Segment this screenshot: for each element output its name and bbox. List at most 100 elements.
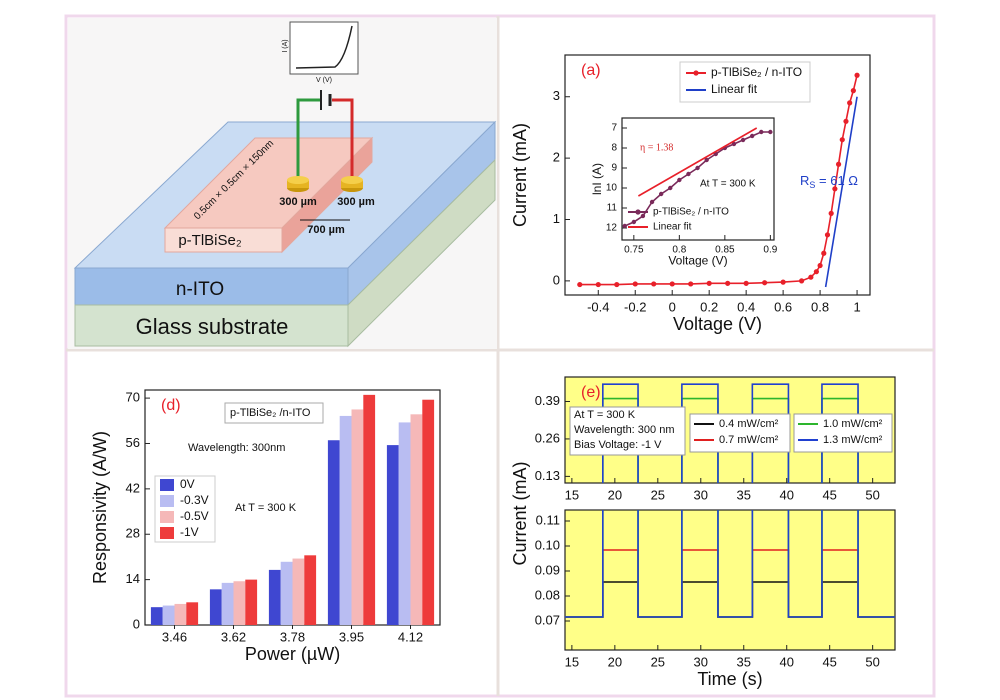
- x-tick-label: 35: [737, 487, 751, 502]
- annotation: At T = 300 K: [700, 179, 756, 190]
- annotation: Bias Voltage: -1 V: [574, 439, 662, 451]
- marker: [669, 281, 675, 287]
- film-label: p-TlBiSe₂: [178, 232, 242, 249]
- marker: [677, 177, 682, 183]
- x-tick-label: 25: [651, 487, 665, 502]
- x-axis-label: Voltage (V): [673, 314, 762, 334]
- x-tick-label: 1: [853, 299, 860, 314]
- iv-xlabel: V (V): [316, 77, 332, 84]
- marker: [808, 274, 814, 280]
- x-tick-label: 3.62: [221, 629, 246, 644]
- legend-label: -0.3V: [180, 493, 209, 507]
- y-tick-label: 1: [553, 211, 560, 226]
- layer-label: n-ITO: [176, 279, 224, 300]
- legend-label: Linear fit: [711, 82, 758, 96]
- marker: [847, 100, 853, 106]
- x-tick-label: 20: [608, 487, 622, 502]
- annotation-box: [569, 406, 686, 456]
- bar: [410, 414, 423, 625]
- x-tick-label: 3.46: [162, 629, 187, 644]
- bar: [150, 607, 163, 625]
- marker: [622, 223, 627, 229]
- series-line: [824, 96, 858, 288]
- panel-label: (a): [581, 62, 601, 79]
- marker: [704, 157, 709, 163]
- x-tick-label: 25: [651, 654, 665, 669]
- x-tick-label: 30: [694, 487, 708, 502]
- legend-label: 1.3 mW/cm²: [823, 434, 883, 446]
- legend-box: [689, 413, 791, 453]
- x-tick-label: 20: [608, 654, 622, 669]
- legend-label: -1V: [180, 525, 199, 539]
- marker: [759, 129, 764, 135]
- x-tick-label: 3.95: [339, 629, 364, 644]
- wire: [332, 98, 354, 178]
- x-tick-label: 40: [779, 654, 793, 669]
- series-line: [565, 510, 895, 618]
- marker: [839, 137, 845, 143]
- y-tick-label: 56: [126, 435, 140, 450]
- marker: [828, 210, 834, 216]
- marker: [832, 186, 838, 192]
- marker: [813, 269, 819, 275]
- contact: [287, 176, 309, 184]
- marker: [725, 280, 731, 286]
- legend-swatch: [160, 495, 174, 507]
- y-tick-label: 0: [133, 616, 140, 631]
- x-tick-label: 40: [779, 487, 793, 502]
- series-line: [602, 397, 859, 483]
- annotation: p-TlBiSe₂ /n-ITO: [230, 407, 311, 419]
- marker: [631, 219, 637, 225]
- bar: [398, 422, 411, 625]
- y-tick-label: 0.26: [535, 430, 560, 445]
- plot-area: [564, 54, 871, 296]
- bar: [221, 582, 234, 625]
- x-tick-label: 0.4: [737, 299, 755, 314]
- marker: [743, 280, 749, 286]
- marker: [706, 280, 712, 286]
- x-tick-label: 0.6: [774, 299, 792, 314]
- y-tick-label: 10: [606, 183, 618, 194]
- marker: [780, 279, 786, 285]
- x-tick-label: 0.9: [763, 245, 777, 256]
- iv-ylabel: I (A): [282, 39, 289, 52]
- x-tick-label: 50: [865, 654, 879, 669]
- x-tick-label: 45: [822, 487, 836, 502]
- x-tick-label: 30: [694, 654, 708, 669]
- marker: [649, 199, 655, 205]
- x-tick-label: 15: [565, 487, 579, 502]
- y-tick-label: 28: [126, 526, 140, 541]
- marker: [640, 213, 646, 219]
- y-tick-label: 9: [611, 163, 617, 174]
- contact-size: 300 µm: [279, 196, 317, 208]
- marker: [695, 165, 700, 171]
- x-axis-label: Power (µW): [245, 644, 340, 664]
- legend-swatch: [160, 527, 174, 539]
- y-axis-label: lnI (A): [590, 163, 604, 195]
- annotation: Wavelength: 300nm: [188, 442, 285, 454]
- marker: [854, 72, 860, 78]
- legend-box: [679, 61, 811, 103]
- legend-label: p-TlBiSe₂ / n-ITO: [653, 207, 729, 218]
- series-line: [602, 383, 859, 483]
- y-tick-label: 3: [553, 88, 560, 103]
- x-tick-label: 45: [822, 654, 836, 669]
- y-tick-label: 14: [126, 571, 140, 586]
- y-axis-label: Current (mA): [510, 461, 530, 565]
- wire: [296, 98, 320, 178]
- legend-label: -0.5V: [180, 509, 209, 523]
- marker: [799, 278, 805, 284]
- marker: [824, 232, 831, 238]
- panel-label: (d): [161, 397, 181, 414]
- bar: [363, 394, 376, 625]
- legend-label: p-TlBiSe₂ / n-ITO: [711, 65, 802, 79]
- x-tick-label: 0: [669, 299, 676, 314]
- x-axis-label: Voltage (V): [668, 254, 727, 268]
- y-tick-label: 0.07: [535, 612, 560, 627]
- y-tick-label: 8: [611, 143, 617, 154]
- x-tick-label: 15: [565, 654, 579, 669]
- marker: [614, 281, 620, 288]
- annotation: Wavelength: 300 nm: [574, 424, 674, 436]
- spacing: 700 µm: [307, 224, 345, 236]
- bar: [292, 558, 305, 625]
